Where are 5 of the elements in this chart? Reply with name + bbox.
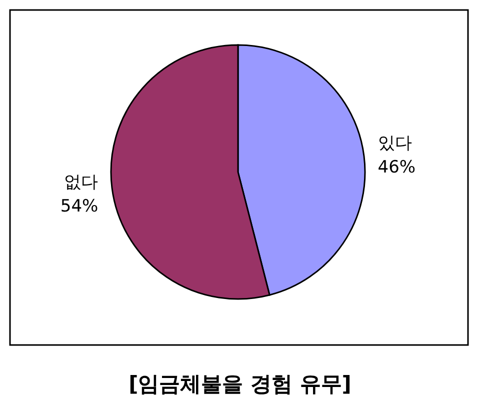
slice-label: 있다 xyxy=(378,134,412,154)
data-label: 54% xyxy=(60,196,98,216)
slice-label: 없다 xyxy=(64,172,98,192)
data-label: 46% xyxy=(378,158,416,178)
text: [임금체불을 경험 유무] xyxy=(128,372,352,396)
